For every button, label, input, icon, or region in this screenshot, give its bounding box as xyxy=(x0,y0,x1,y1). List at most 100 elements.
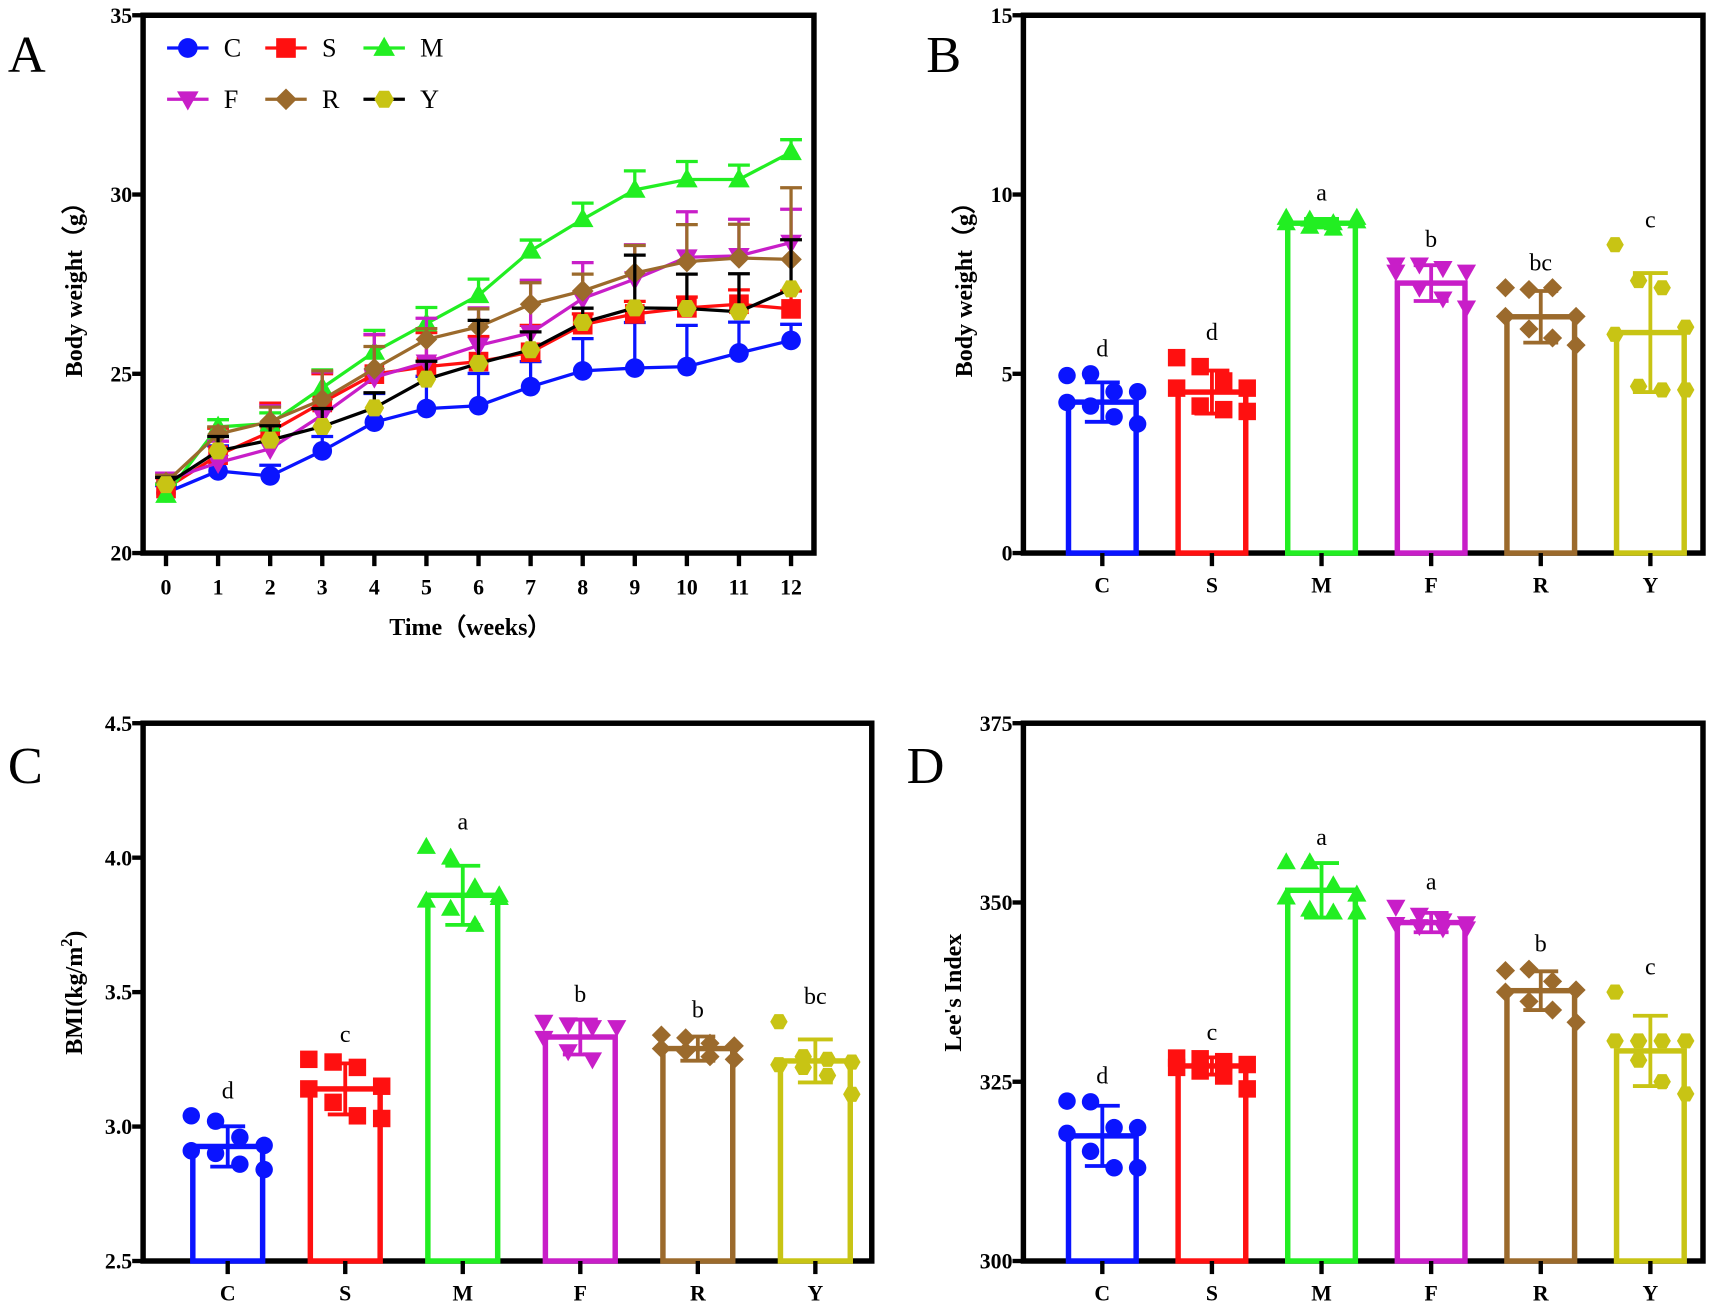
data-point xyxy=(1542,278,1563,298)
bar-M xyxy=(425,892,501,1264)
data-point xyxy=(1495,278,1516,298)
y-tick-label: 0 xyxy=(1002,542,1013,566)
data-point xyxy=(1495,961,1516,981)
data-point xyxy=(1566,306,1586,327)
legend-marker xyxy=(374,90,394,108)
legend-label: S xyxy=(322,34,337,63)
bar-F xyxy=(1394,280,1468,556)
x-tick-label: Y xyxy=(807,1281,823,1305)
y-tick-label: 3.0 xyxy=(105,1115,132,1139)
bar-S xyxy=(307,1086,383,1264)
data-point xyxy=(1238,402,1256,421)
data-point xyxy=(255,1136,273,1155)
x-tick-label: Y xyxy=(1642,573,1658,597)
panel-d-ylabel: Lee's Index xyxy=(941,934,967,1052)
data-point xyxy=(520,376,541,397)
data-point xyxy=(572,314,593,332)
bar-F xyxy=(1394,919,1468,1264)
panel-letter-a: A xyxy=(8,26,46,84)
y-tick-label: 3.5 xyxy=(105,981,132,1005)
bar-group-M: a xyxy=(416,809,509,1264)
data-point xyxy=(724,1049,744,1069)
data-point xyxy=(1386,917,1406,935)
data-point xyxy=(729,343,749,363)
x-tick-label: F xyxy=(1424,1281,1437,1305)
x-tick-label: R xyxy=(690,1281,706,1305)
data-point xyxy=(300,1080,318,1098)
data-point xyxy=(1058,1124,1076,1143)
legend-marker xyxy=(275,88,297,111)
data-point xyxy=(416,836,436,854)
data-point xyxy=(155,483,177,503)
data-point xyxy=(1433,291,1453,309)
bar-group-C: d xyxy=(1058,336,1147,556)
panel-d: 300 325 350 375 d Cc Sa Ma Fb Rc Y xyxy=(980,712,1706,1305)
y-tick-label: 300 xyxy=(980,1250,1013,1274)
data-point xyxy=(572,361,593,381)
data-point xyxy=(1058,1092,1076,1110)
y-tick-label: 30 xyxy=(110,183,132,207)
data-point xyxy=(1566,335,1586,355)
bar-R xyxy=(1504,987,1578,1264)
x-tick-label: 0 xyxy=(161,576,172,600)
bar-group-S: c xyxy=(1167,1020,1256,1264)
data-point xyxy=(1433,261,1453,279)
significance-letter: b xyxy=(1425,227,1437,253)
data-point xyxy=(324,1053,342,1071)
x-tick-label: S xyxy=(1206,1281,1218,1305)
significance-letter: bc xyxy=(1529,250,1552,276)
data-point xyxy=(206,1112,225,1130)
data-point xyxy=(416,398,437,419)
x-tick-label: 10 xyxy=(676,576,698,600)
data-point xyxy=(364,412,385,433)
data-point xyxy=(818,1051,837,1067)
data-point xyxy=(624,358,645,378)
y-tick-label: 4.5 xyxy=(105,712,132,736)
data-point xyxy=(1081,1142,1100,1161)
data-point xyxy=(1676,382,1695,398)
data-point xyxy=(1519,279,1539,300)
data-point xyxy=(1323,218,1343,236)
panel-d-frame xyxy=(1020,720,1706,1264)
panel-b: 0 5 10 15 d Cd Sa Mb Fbc Rc Y xyxy=(991,4,1706,597)
data-point xyxy=(1128,1159,1147,1177)
data-point xyxy=(1300,216,1320,234)
x-tick-label: R xyxy=(1533,1281,1549,1305)
data-point xyxy=(416,370,437,388)
data-point xyxy=(1566,980,1586,1000)
x-tick-label: R xyxy=(1533,573,1549,597)
x-tick-label: 11 xyxy=(729,576,750,600)
bar-group-F: b xyxy=(534,982,627,1264)
data-point xyxy=(624,299,645,317)
data-point xyxy=(1676,1086,1695,1102)
data-point xyxy=(1214,400,1233,419)
data-point xyxy=(468,395,489,416)
data-point xyxy=(182,1107,200,1125)
data-point xyxy=(206,1144,225,1163)
panel-c: 2.5 3.0 3.5 4.0 4.5 d Cc Sa Mb Fb Rbc Y xyxy=(105,712,875,1305)
data-point xyxy=(770,1057,788,1073)
data-point xyxy=(260,431,280,449)
data-point xyxy=(571,207,594,228)
data-point xyxy=(729,303,749,321)
x-tick-label: M xyxy=(1311,573,1332,597)
x-tick-label: 4 xyxy=(369,576,380,600)
data-point xyxy=(363,357,386,380)
significance-letter: bc xyxy=(804,984,827,1010)
x-tick-label: S xyxy=(1206,573,1218,597)
data-point xyxy=(1105,1118,1123,1137)
data-point xyxy=(1167,348,1186,367)
y-tick-label: 375 xyxy=(980,712,1013,736)
legend-item-F: F xyxy=(167,85,238,114)
significance-letter: c xyxy=(1207,1020,1218,1046)
data-point xyxy=(1238,1080,1256,1098)
bar-group-R: b xyxy=(651,998,744,1264)
panel-b-frame xyxy=(1020,12,1706,556)
data-point xyxy=(770,1014,788,1030)
data-point xyxy=(1456,300,1477,318)
data-point xyxy=(781,299,801,319)
data-point xyxy=(231,1128,249,1147)
data-point xyxy=(1167,1058,1186,1077)
data-point xyxy=(1300,852,1320,870)
data-point xyxy=(364,399,385,417)
